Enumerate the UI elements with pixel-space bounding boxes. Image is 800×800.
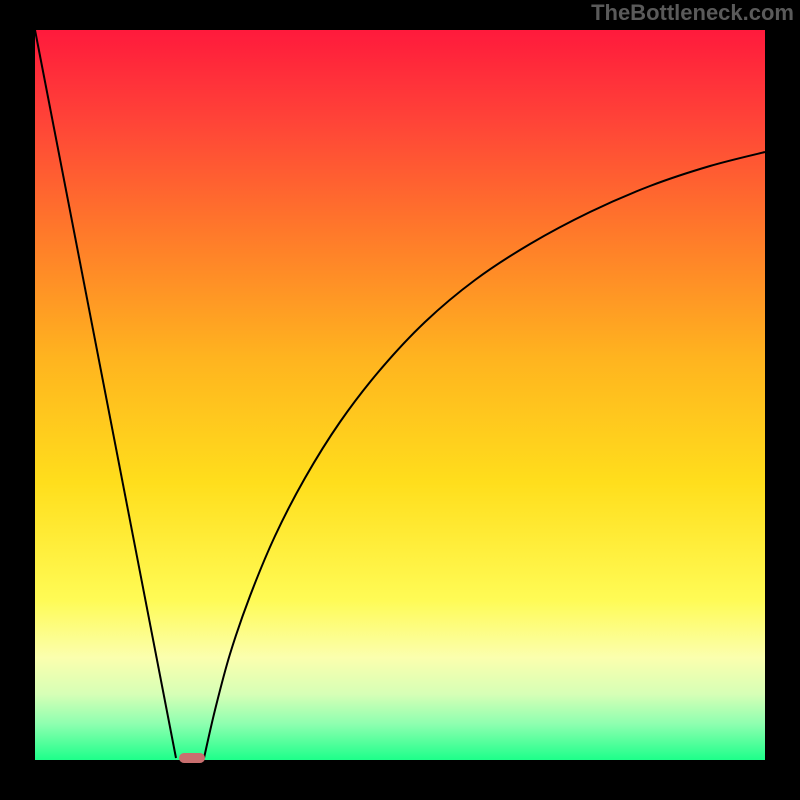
plot-gradient-background: [35, 30, 765, 760]
figure-container: TheBottleneck.com: [0, 0, 800, 800]
bottleneck-marker: [179, 753, 205, 763]
watermark-text: TheBottleneck.com: [591, 0, 794, 26]
bottleneck-chart: [0, 0, 800, 800]
